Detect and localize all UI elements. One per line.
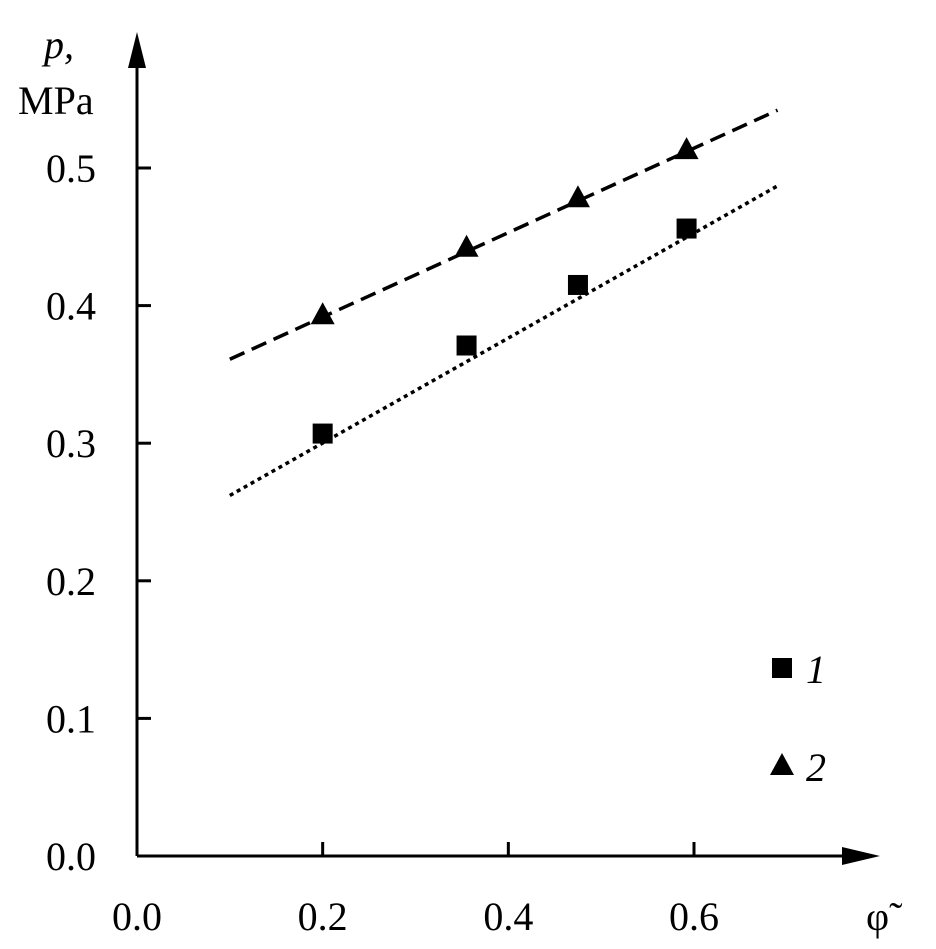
data-point-series-1 — [312, 423, 333, 444]
x-axis-arrow — [842, 847, 880, 865]
data-point-series-2 — [674, 137, 699, 160]
y-axis-arrow — [128, 32, 146, 68]
data-point-series-1 — [456, 335, 477, 356]
trend-line-series-1 — [228, 184, 779, 498]
y-tick-label: 0.5 — [46, 146, 96, 191]
trendlines — [228, 108, 779, 498]
data-point-series-2 — [565, 185, 590, 208]
x-tick-label: 0.4 — [483, 894, 533, 939]
y-tick-label: 0.0 — [46, 834, 96, 879]
y-axis-title-unit: MPa — [18, 78, 94, 123]
data-point-series-2 — [454, 234, 479, 257]
ticks: 0.0 0.2 0.4 0.6 0.0 0.1 0.2 0.3 0.4 0.5 — [46, 146, 719, 939]
data-point-series-1 — [567, 274, 588, 295]
data-point-series-2 — [310, 302, 335, 325]
y-tick-label: 0.1 — [46, 696, 96, 741]
legend-marker-series-1 — [772, 658, 792, 678]
legend-marker-series-2 — [770, 753, 794, 775]
markers — [310, 137, 699, 444]
axes — [128, 32, 880, 865]
x-tick-label: 0.2 — [298, 894, 348, 939]
y-axis-title-symbol: p, — [41, 22, 74, 67]
data-point-series-1 — [676, 218, 697, 239]
x-tick-label: 0.0 — [112, 894, 162, 939]
y-tick-label: 0.4 — [46, 284, 96, 329]
legend: 12 — [770, 647, 826, 790]
x-tick-label: 0.6 — [669, 894, 719, 939]
legend-label-series-1: 1 — [806, 647, 826, 692]
legend-label-series-2: 2 — [806, 745, 826, 790]
y-tick-label: 0.2 — [46, 559, 96, 604]
y-tick-label: 0.3 — [46, 421, 96, 466]
x-axis-title: φ̃ — [866, 894, 903, 939]
